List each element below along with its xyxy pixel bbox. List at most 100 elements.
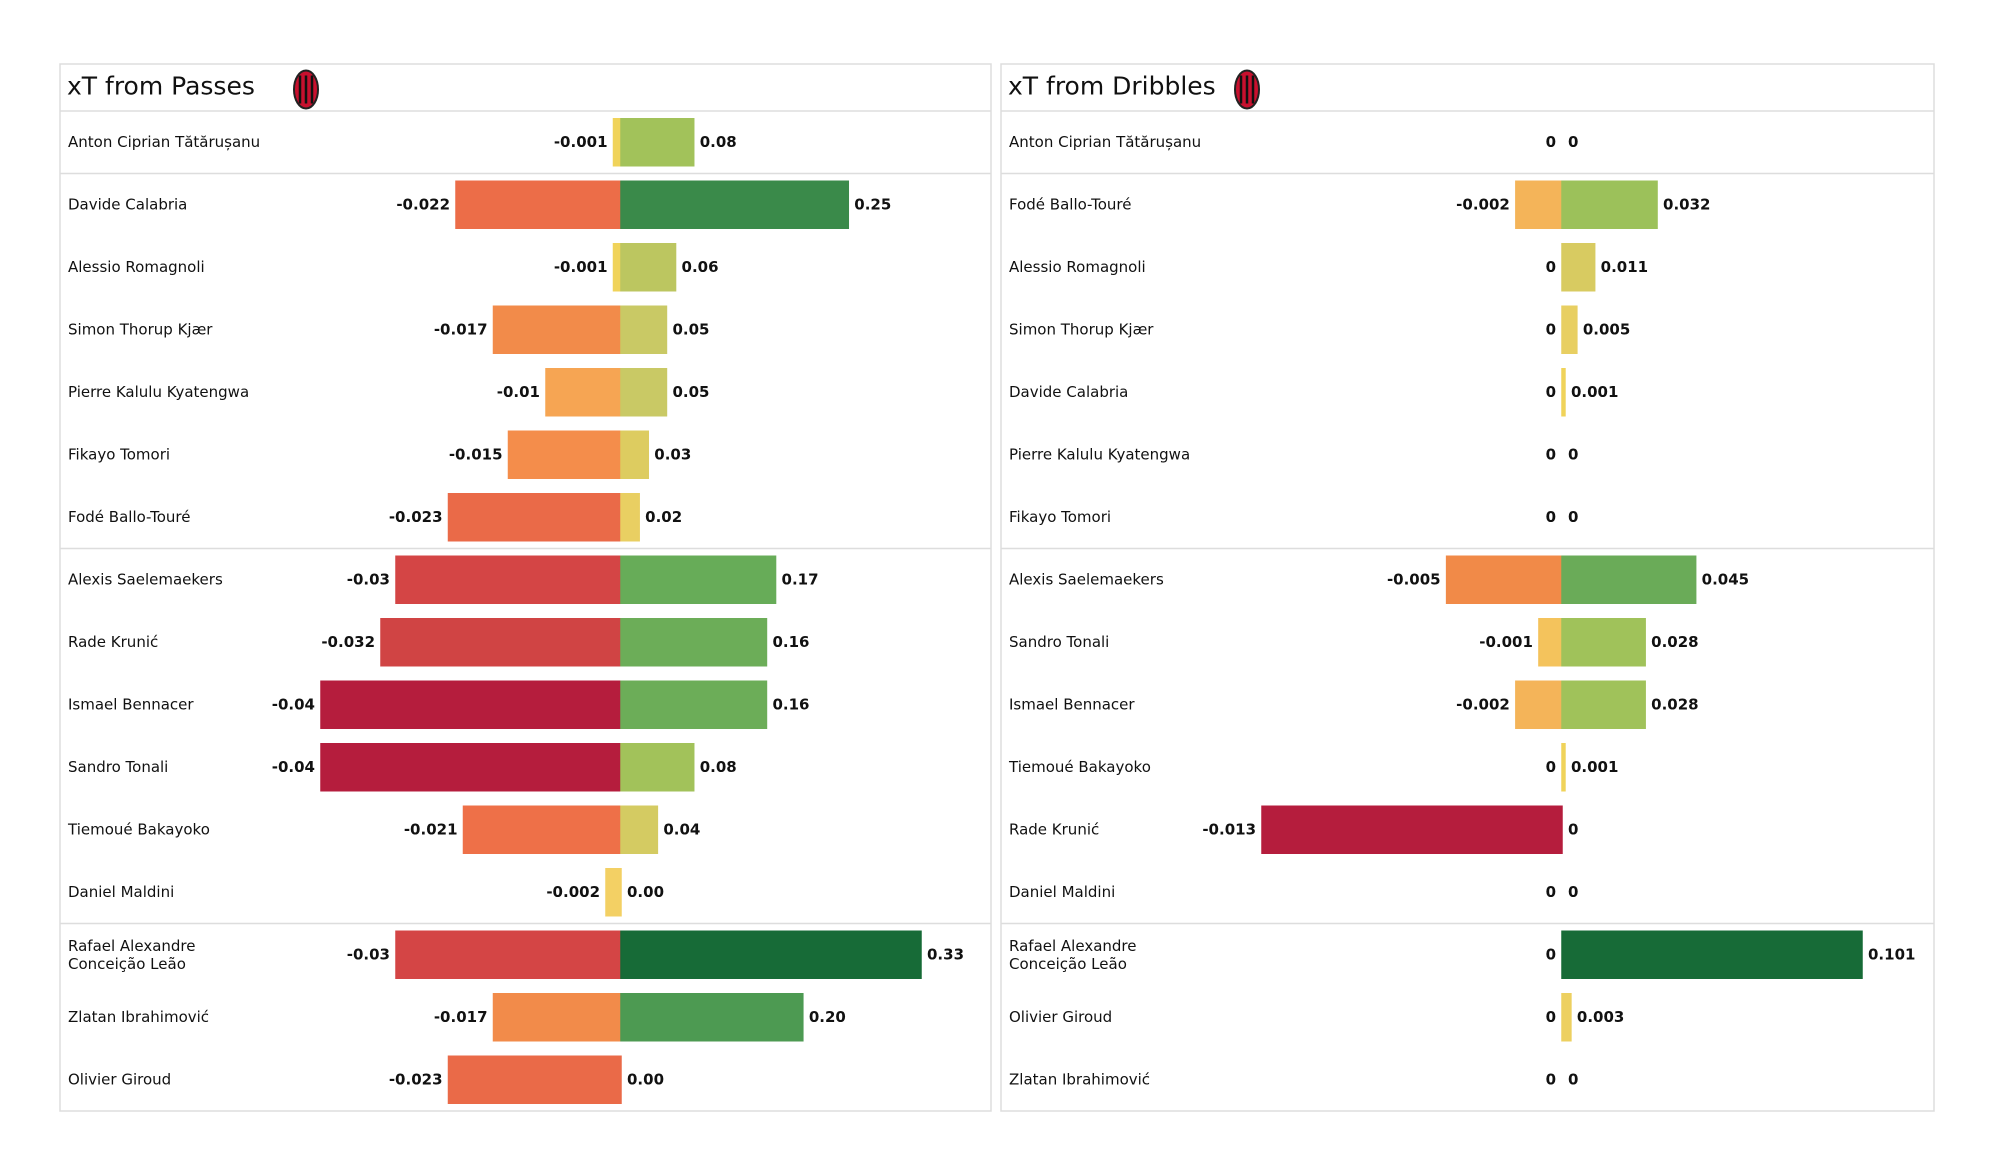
value-label: -0.01 [497, 383, 540, 401]
player-name: Alexis Saelemaekers [1009, 570, 1164, 588]
panel-frame [59, 63, 992, 1112]
value-label: 0 [1568, 133, 1578, 151]
player-name: Simon Thorup Kjær [1009, 320, 1154, 338]
bar [605, 868, 622, 917]
player-name: Fikayo Tomori [1009, 508, 1111, 526]
value-label: -0.001 [554, 133, 608, 151]
panel-title: xT from Dribbles [1008, 72, 1216, 101]
value-label: -0.001 [1479, 633, 1533, 651]
bar [1538, 618, 1563, 667]
value-label: -0.015 [449, 445, 503, 463]
bar [492, 993, 622, 1042]
value-label: 0 [1546, 1070, 1556, 1088]
value-label: 0.003 [1577, 1008, 1624, 1026]
player-name: Sandro Tonali [1009, 633, 1109, 651]
player-name: Pierre Kalulu Kyatengwa [68, 383, 249, 401]
value-label: 0.011 [1601, 258, 1648, 276]
bar [1561, 305, 1578, 354]
bar [1561, 180, 1658, 229]
value-label: 0.02 [645, 508, 682, 526]
value-label: -0.032 [321, 633, 375, 651]
player-name: Fodé Ballo-Touré [68, 508, 190, 526]
value-label: 0.005 [1583, 320, 1630, 338]
bar [507, 430, 622, 479]
player-name: Fikayo Tomori [68, 445, 170, 463]
bar [1515, 680, 1563, 729]
player-name: Olivier Giroud [68, 1070, 171, 1088]
player-name: Ismael Bennacer [1009, 695, 1135, 713]
bar [447, 1055, 622, 1104]
panel: xT from Dribbles Anton Ciprian Tătărușanu… [1000, 63, 1935, 1112]
player-name: Fodé Ballo-Touré [1009, 195, 1131, 213]
bar [1561, 680, 1646, 729]
value-label: 0.17 [782, 570, 819, 588]
value-label: 0.20 [809, 1008, 846, 1026]
value-label: 0 [1546, 758, 1556, 776]
value-label: 0 [1546, 320, 1556, 338]
value-label: -0.03 [347, 570, 390, 588]
value-label: 0.05 [672, 383, 709, 401]
value-label: 0.00 [627, 1070, 664, 1088]
player-name: Pierre Kalulu Kyatengwa [1009, 445, 1190, 463]
value-label: 0.06 [682, 258, 719, 276]
bar [395, 930, 622, 979]
bar [1261, 805, 1563, 854]
bar [612, 118, 622, 167]
value-label: -0.001 [554, 258, 608, 276]
player-name: Alexis Saelemaekers [68, 570, 223, 588]
player-name: Anton Ciprian Tătărușanu [1009, 133, 1201, 151]
bar [612, 243, 622, 292]
value-label: 0.16 [772, 695, 809, 713]
bar [620, 930, 922, 979]
value-label: -0.005 [1387, 570, 1441, 588]
bar [620, 493, 640, 542]
player-name: Alessio Romagnoli [1009, 258, 1146, 276]
value-label: -0.017 [434, 1008, 488, 1026]
value-label: 0.33 [927, 945, 964, 963]
value-label: 0 [1568, 820, 1578, 838]
panel-title: xT from Passes [67, 72, 255, 101]
bar [545, 368, 622, 417]
player-name: Davide Calabria [68, 195, 187, 213]
value-label: 0.001 [1571, 758, 1618, 776]
player-name: Tiemoué Bakayoko [1008, 758, 1151, 776]
bar [1561, 993, 1572, 1042]
player-name: Olivier Giroud [1009, 1008, 1112, 1026]
bar [620, 305, 668, 354]
value-label: 0.00 [627, 883, 664, 901]
bar [447, 493, 622, 542]
bar [320, 680, 622, 729]
player-name: Daniel Maldini [1009, 883, 1115, 901]
value-label: 0.25 [854, 195, 891, 213]
bar [620, 243, 677, 292]
player-name: Ismael Bennacer [68, 695, 194, 713]
value-label: 0 [1546, 508, 1556, 526]
bar [620, 993, 804, 1042]
bar [1561, 368, 1566, 417]
value-label: 0.04 [663, 820, 700, 838]
player-name: Rafael Alexandre Conceição Leão [68, 936, 195, 972]
bar [1561, 743, 1566, 792]
value-label: -0.023 [389, 508, 443, 526]
player-name: Alessio Romagnoli [68, 258, 205, 276]
bar [1561, 618, 1646, 667]
value-label: 0 [1568, 883, 1578, 901]
player-name: Zlatan Ibrahimović [68, 1008, 209, 1026]
player-name: Davide Calabria [1009, 383, 1128, 401]
player-name: Zlatan Ibrahimović [1009, 1070, 1150, 1088]
bar [1561, 555, 1697, 604]
bar [395, 555, 622, 604]
player-name: Sandro Tonali [68, 758, 168, 776]
player-name: Rafael Alexandre Conceição Leão [1009, 936, 1136, 972]
bar [455, 180, 622, 229]
player-name: Simon Thorup Kjær [68, 320, 213, 338]
value-label: 0.08 [700, 758, 737, 776]
value-label: -0.002 [1456, 195, 1510, 213]
value-label: 0.101 [1868, 945, 1915, 963]
value-label: 0 [1546, 883, 1556, 901]
value-label: -0.03 [347, 945, 390, 963]
value-label: -0.021 [404, 820, 458, 838]
value-label: -0.002 [1456, 695, 1510, 713]
value-label: 0 [1546, 258, 1556, 276]
bar [620, 805, 659, 854]
